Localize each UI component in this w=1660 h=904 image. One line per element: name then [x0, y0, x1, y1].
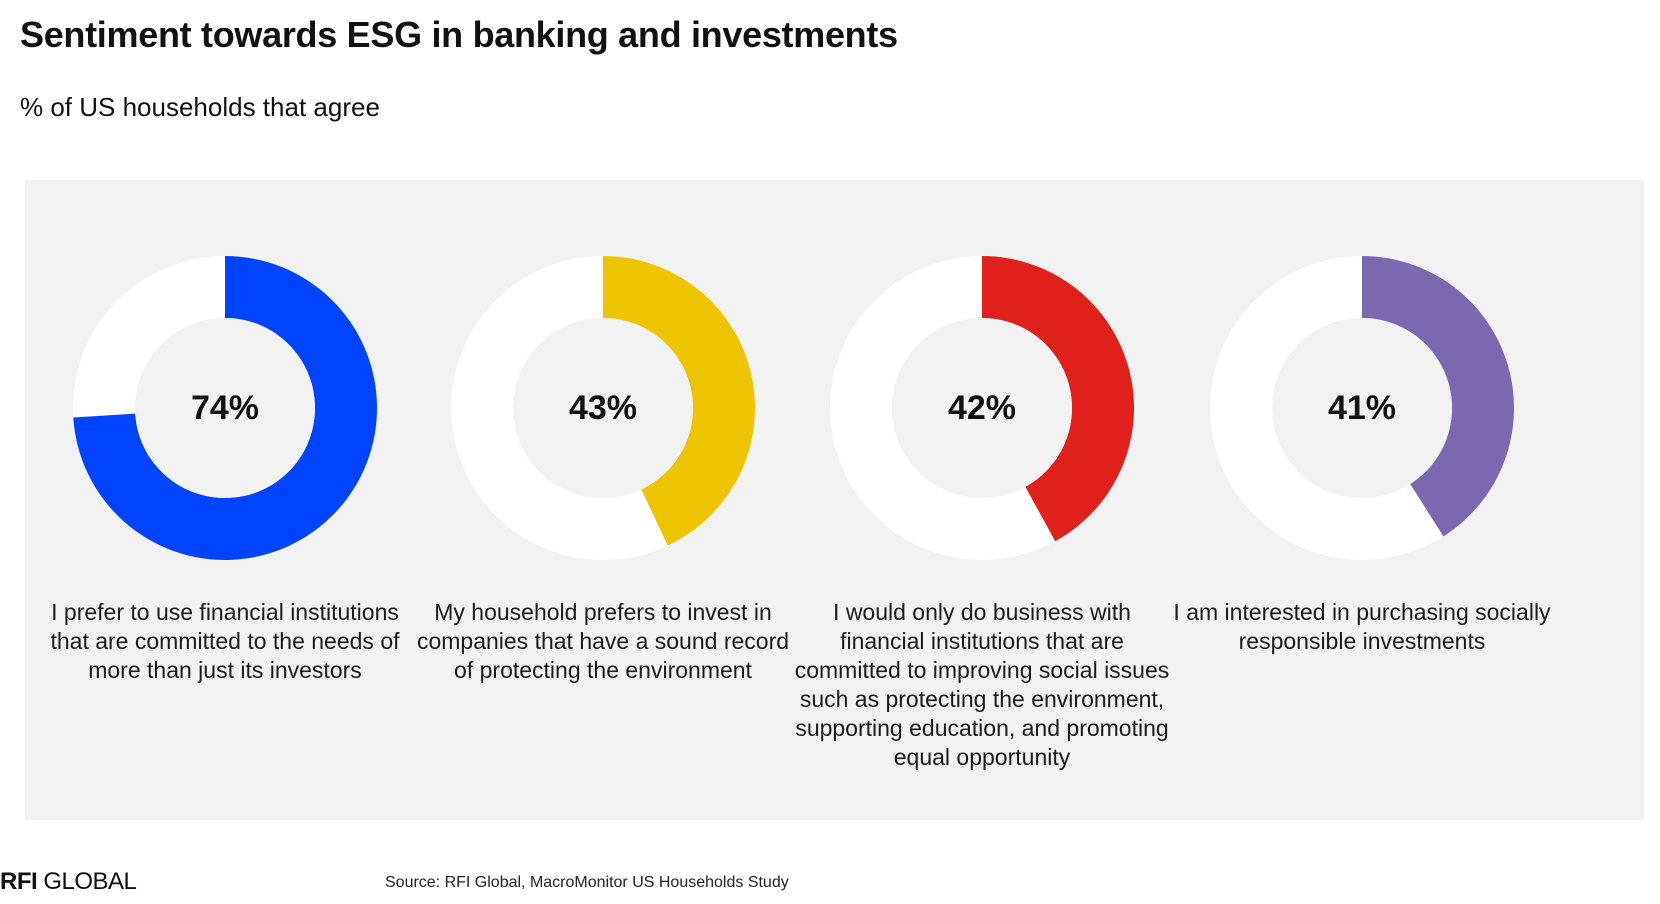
donut-chart-1: 74% [65, 248, 385, 568]
donut-item-2: 43% My household prefers to invest in co… [403, 180, 803, 820]
donut-hole [1272, 318, 1452, 498]
donut-chart-2: 43% [443, 248, 763, 568]
donut-item-1: 74% I prefer to use financial institutio… [25, 180, 425, 820]
logo-regular-text: GLOBAL [37, 868, 137, 895]
donut-value-label: 74% [190, 388, 260, 427]
chart-title: Sentiment towards ESG in banking and inv… [20, 14, 898, 55]
donut-hole [513, 318, 693, 498]
donut-item-4: 41% I am interested in purchasing social… [1162, 180, 1562, 820]
donut-value-label: 43% [568, 388, 638, 427]
donut-svg-2 [451, 256, 755, 560]
donut-segment [1362, 256, 1514, 537]
rfi-global-logo: RFI GLOBAL [0, 868, 137, 896]
donut-chart-3: 42% [822, 248, 1142, 568]
donut-category-label: I prefer to use financial institutions t… [50, 599, 400, 683]
donut-value-label: 41% [1327, 388, 1397, 427]
donut-svg-1 [73, 256, 378, 560]
donut-segment [73, 256, 378, 560]
donut-segment [603, 256, 755, 546]
donut-category-label: My household prefers to invest in compan… [416, 599, 790, 683]
donut-hole [892, 318, 1072, 498]
donut-segment [982, 256, 1134, 542]
source-note: Source: RFI Global, MacroMonitor US Hous… [385, 874, 789, 891]
donut-category-label: I would only do business with financial … [794, 599, 1170, 770]
donut-category-label: I am interested in purchasing socially r… [1173, 599, 1551, 654]
donut-value-label: 42% [947, 388, 1017, 427]
donut-item-3: 42% I would only do business with financ… [782, 180, 1182, 820]
donut-hole [135, 318, 315, 498]
donut-svg-3 [830, 256, 1134, 560]
chart-subtitle: % of US households that agree [20, 92, 380, 122]
donut-svg-4 [1210, 256, 1514, 560]
donut-chart-4: 41% [1202, 248, 1522, 568]
logo-bold-text: RFI [0, 868, 38, 895]
chart-panel: 74% I prefer to use financial institutio… [25, 180, 1644, 820]
